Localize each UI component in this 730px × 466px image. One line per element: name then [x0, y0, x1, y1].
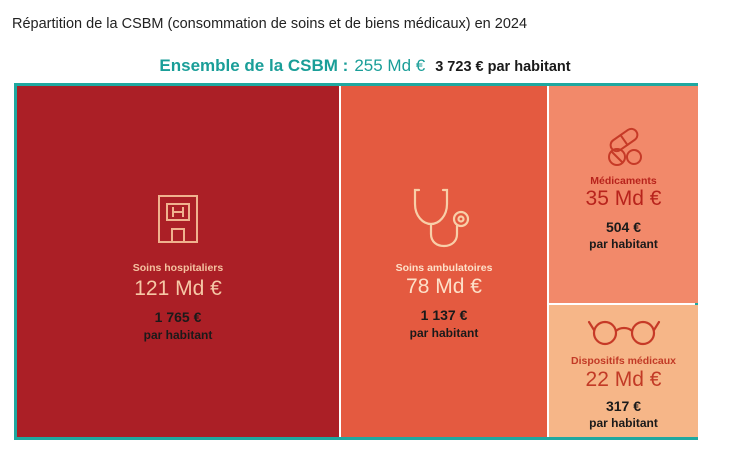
cell-per-capita: 317 € [605, 398, 642, 414]
cell-amount: 78 Md € [406, 275, 482, 298]
treemap-frame: Soins hospitaliers 121 Md € 1 765 € par … [14, 83, 698, 440]
cell-per-capita-label: par habitant [589, 416, 658, 430]
chart-title: Répartition de la CSBM (consommation de … [12, 16, 528, 32]
cell-per-capita-label: par habitant [143, 328, 213, 342]
cell-per-capita: 1 765 € [154, 309, 202, 325]
cell-per-capita-label: par habitant [589, 237, 658, 251]
treemap-cell-soins-ambulatoires: Soins ambulatoires 78 Md € 1 137 € par h… [341, 86, 547, 437]
treemap-cell-medicaments: Médicaments 35 Md € 504 € par habitant [549, 86, 698, 303]
cell-per-capita: 504 € [605, 219, 642, 235]
treemap-cell-dispositifs-medicaux: Dispositifs médicaux 22 Md € 317 € par h… [549, 305, 698, 437]
cell-name: Médicaments [590, 175, 657, 187]
cell-name: Soins hospitaliers [132, 262, 224, 274]
total-value: 255 Md € [354, 56, 426, 75]
cell-name: Soins ambulatoires [395, 262, 493, 274]
cell-amount: 121 Md € [134, 277, 222, 300]
cell-per-capita: 1 137 € [420, 307, 468, 323]
cell-amount: 22 Md € [585, 368, 662, 391]
treemap-cell-soins-hospitaliers: Soins hospitaliers 121 Md € 1 765 € par … [17, 86, 339, 437]
glasses-icon [586, 316, 662, 346]
hospital-icon [157, 194, 199, 244]
stethoscope-icon [411, 186, 477, 248]
pills-icon [603, 126, 645, 168]
total-per-capita: 3 723 € par habitant [435, 59, 571, 75]
total-summary: Ensemble de la CSBM : 255 Md € 3 723 € par… [0, 56, 730, 76]
cell-per-capita-label: par habitant [409, 326, 479, 340]
total-label: Ensemble de la CSBM : [159, 56, 349, 75]
cell-name: Dispositifs médicaux [570, 355, 677, 367]
cell-amount: 35 Md € [585, 187, 662, 210]
